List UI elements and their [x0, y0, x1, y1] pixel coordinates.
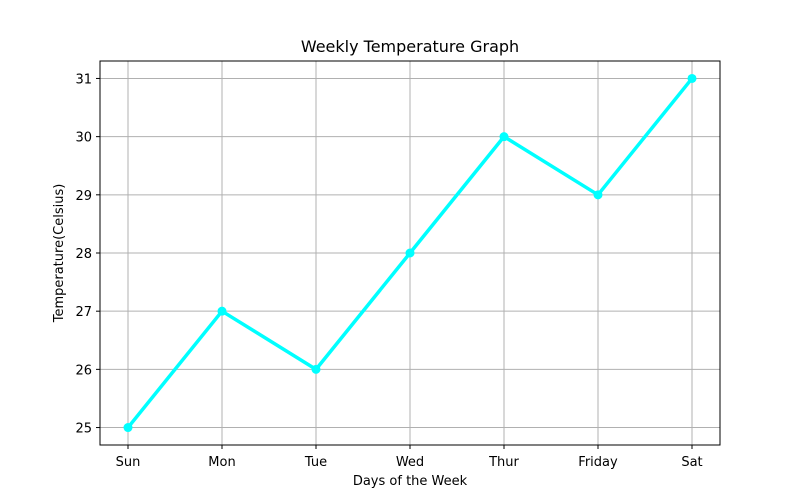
y-tick-label: 27	[75, 305, 92, 320]
y-tick-label: 30	[75, 131, 92, 146]
y-tick-label: 29	[75, 189, 92, 204]
data-point	[405, 248, 415, 258]
data-point	[311, 364, 321, 374]
x-tick-label: Sun	[116, 455, 141, 470]
x-tick-label: Wed	[396, 455, 424, 470]
x-axis: Sun Mon Tue Wed Thur Friday Sat	[116, 445, 703, 470]
data-point	[687, 73, 697, 83]
data-point	[499, 132, 509, 142]
x-tick-label: Sat	[681, 455, 702, 470]
x-tick-label: Friday	[578, 455, 618, 470]
data-point	[217, 306, 227, 316]
y-tick-label: 31	[75, 72, 92, 87]
grid	[100, 61, 720, 445]
data-point	[593, 190, 603, 200]
chart-title: Weekly Temperature Graph	[301, 37, 519, 56]
x-tick-label: Tue	[304, 455, 327, 470]
x-tick-label: Mon	[208, 455, 235, 470]
y-tick-label: 28	[75, 247, 92, 262]
y-tick-label: 25	[75, 422, 92, 437]
y-tick-label: 26	[75, 363, 92, 378]
data-point	[123, 423, 133, 433]
series-layer	[123, 73, 697, 433]
y-axis: 25 26 27 28 29 30 31	[75, 72, 100, 437]
x-tick-label: Thur	[488, 455, 519, 470]
y-axis-label: Temperature(Celsius)	[52, 184, 67, 324]
x-axis-label: Days of the Week	[353, 474, 468, 489]
